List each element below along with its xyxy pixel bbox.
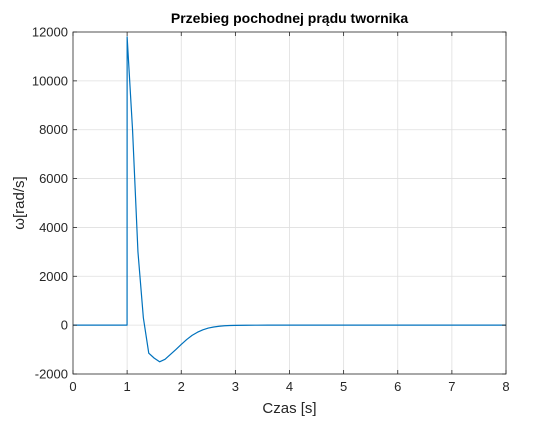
ticks: 0 1 2 3 4 5 6 7 8-200002000400060008000100001200… — [32, 25, 510, 395]
x-tick-label: 8 — [502, 379, 509, 394]
y-tick-label: 10000 — [32, 73, 68, 88]
x-tick-label: 2 — [178, 379, 185, 394]
series-line — [73, 36, 506, 363]
x-tick-label: 0 — [69, 379, 76, 394]
y-axis-title: ω[rad/s] — [11, 176, 28, 229]
x-axis-title: Czas [s] — [262, 400, 316, 417]
y-tick-label: 12000 — [32, 25, 68, 40]
y-tick-label: 4000 — [39, 220, 68, 235]
y-tick-label: -2000 — [35, 367, 68, 382]
y-tick-label: 6000 — [39, 171, 68, 186]
chart-title: Przebieg pochodnej prądu twornika — [171, 10, 408, 26]
x-tick-label: 6 — [394, 379, 401, 394]
y-tick-label: 2000 — [39, 269, 68, 284]
series-layer — [73, 36, 506, 363]
x-tick-label: 4 — [286, 379, 293, 394]
x-tick-label: 5 — [340, 379, 347, 394]
x-tick-label: 1 — [124, 379, 131, 394]
x-tick-label: 7 — [448, 379, 455, 394]
y-tick-label: 8000 — [39, 122, 68, 137]
y-tick-label: 0 — [61, 318, 68, 333]
x-tick-label: 3 — [232, 379, 239, 394]
